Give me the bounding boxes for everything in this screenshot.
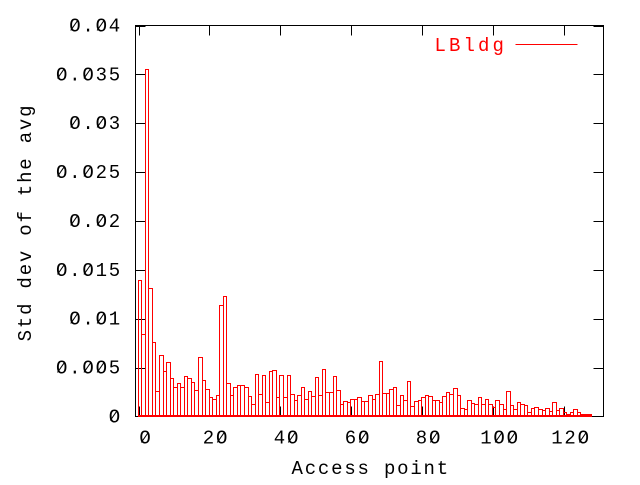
svg-text:1OO: 1OO (480, 428, 520, 450)
svg-text:8O: 8O (416, 428, 442, 450)
svg-text:O.O2: O.O2 (69, 211, 122, 233)
svg-text:O.O1: O.O1 (69, 309, 122, 331)
svg-text:O.O35: O.O35 (56, 64, 122, 86)
svg-text:O.O25: O.O25 (56, 162, 122, 184)
svg-text:O.O15: O.O15 (56, 260, 122, 282)
svg-text:O.O4: O.O4 (69, 16, 122, 38)
svg-text:6O: 6O (345, 428, 371, 450)
svg-text:Std dev of the avg: Std dev of the avg (15, 104, 37, 342)
svg-text:2O: 2O (203, 428, 229, 450)
svg-text:O.O3: O.O3 (69, 113, 122, 135)
svg-text:4O: 4O (274, 428, 300, 450)
svg-text:O.OO5: O.OO5 (56, 358, 122, 380)
svg-text:O: O (109, 406, 122, 428)
svg-text:LBldg: LBldg (435, 35, 508, 57)
svg-text:Access point: Access point (292, 458, 450, 480)
svg-text:12O: 12O (551, 428, 591, 450)
svg-text:O: O (139, 428, 152, 450)
